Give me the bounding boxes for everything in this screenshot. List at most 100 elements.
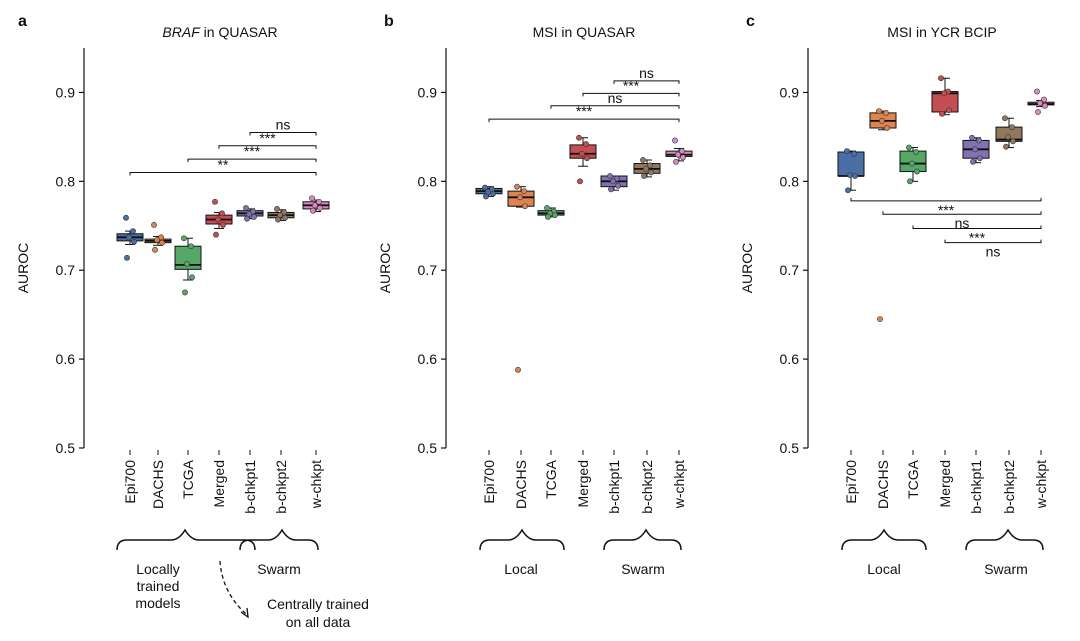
group-label-swarm-a: Swarm — [257, 561, 301, 577]
x-tick-label-a: DACHS — [150, 460, 166, 509]
data-point — [913, 149, 919, 155]
data-point — [552, 212, 558, 219]
data-point — [972, 146, 978, 153]
data-point — [243, 205, 249, 211]
data-point — [522, 203, 528, 210]
group-label-local-c: Local — [867, 561, 900, 577]
data-point — [182, 289, 188, 296]
panel-a-title-italic: BRAF — [162, 24, 201, 40]
central-arrow-head — [240, 607, 249, 619]
data-point — [123, 214, 129, 221]
box-c-epi700 — [837, 148, 865, 194]
data-point — [608, 186, 614, 193]
data-point — [521, 188, 527, 195]
group-label-local-a-2: trained — [137, 578, 180, 594]
data-point — [275, 216, 281, 223]
brace-local-a — [116, 528, 256, 551]
group-label-local-b: Local — [504, 561, 537, 577]
data-point — [610, 178, 616, 185]
brace-swarm-a — [239, 528, 319, 551]
data-point — [946, 107, 952, 114]
data-point — [188, 243, 194, 250]
data-point — [672, 137, 678, 144]
data-point — [845, 187, 851, 194]
central-arrow — [219, 560, 247, 615]
data-point — [482, 184, 488, 191]
data-point — [219, 210, 225, 217]
x-tick-label-b: Epi700 — [481, 460, 497, 504]
data-point — [515, 366, 521, 373]
data-point — [1034, 88, 1040, 95]
box-a-b-chkpt1 — [236, 205, 264, 222]
significance-label-c: ns — [986, 244, 1001, 260]
y-tick-label-b: 0.9 — [418, 84, 438, 100]
significance-label-b: *** — [576, 103, 593, 119]
x-tick-label-b: w-chkpt — [671, 460, 687, 509]
panel-letter-a: a — [18, 13, 27, 30]
data-point — [1002, 115, 1008, 122]
box-c-tcga — [899, 144, 927, 185]
data-point — [1005, 133, 1011, 140]
data-point — [250, 208, 256, 215]
data-point — [309, 195, 315, 202]
data-point — [607, 173, 613, 179]
x-tick-label-b: Merged — [575, 460, 591, 507]
data-point — [517, 194, 523, 201]
data-point — [680, 154, 686, 161]
y-tick-label-c: 0.6 — [780, 351, 800, 367]
x-tick-label-b: TCGA — [543, 459, 559, 499]
box-a-merged — [205, 198, 233, 238]
data-point — [909, 160, 915, 167]
group-label-local-a-3: models — [135, 595, 180, 611]
x-tick-label-b: b-chkpt2 — [639, 460, 655, 514]
data-point — [514, 183, 520, 190]
x-tick-label-c: b-chkpt2 — [1001, 460, 1017, 514]
x-tick-label-c: w-chkpt — [1033, 460, 1049, 509]
x-tick-label-a: b-chkpt1 — [242, 460, 258, 514]
data-point — [154, 237, 160, 243]
data-point — [1035, 109, 1041, 115]
significance-bracket-b — [550, 105, 680, 109]
data-point — [152, 246, 158, 253]
brace-local-b — [479, 528, 565, 551]
data-point — [906, 144, 912, 151]
data-point — [312, 202, 318, 209]
y-tick-label-a: 0.9 — [56, 84, 76, 100]
significance-bracket-c — [882, 211, 1042, 215]
x-tick-label-c: DACHS — [875, 460, 891, 509]
data-point — [883, 109, 889, 116]
data-point — [583, 141, 589, 147]
brace-swarm-c — [965, 528, 1044, 551]
significance-bracket-a — [187, 158, 317, 163]
panel-letter-b: b — [384, 13, 394, 30]
data-point — [914, 168, 920, 175]
data-point — [126, 234, 132, 241]
box-a-b-chkpt2 — [267, 205, 295, 223]
y-tick-label-b: 0.8 — [418, 173, 438, 189]
data-point — [1009, 124, 1015, 131]
y-tick-label-c: 0.5 — [780, 440, 800, 456]
data-point — [884, 125, 890, 131]
box-b-epi700 — [475, 184, 503, 200]
data-point — [1041, 96, 1047, 103]
data-point — [673, 158, 679, 165]
data-point — [847, 172, 853, 179]
data-point — [316, 198, 322, 205]
data-point — [675, 151, 681, 158]
central-note-line-1: Centrally trained — [267, 596, 369, 612]
significance-bracket-a — [249, 131, 317, 136]
data-point — [852, 173, 858, 179]
data-point — [213, 231, 219, 238]
x-tick-label-c: b-chkpt1 — [968, 460, 984, 514]
data-point — [281, 209, 287, 216]
y-tick-label-b: 0.5 — [418, 440, 438, 456]
y-tick-label-b: 0.7 — [418, 262, 438, 278]
y-axis-label-a: AUROC — [15, 243, 31, 294]
x-tick-label-c: Epi700 — [843, 460, 859, 504]
data-point — [151, 221, 157, 228]
central-note-line-2: on all data — [286, 614, 351, 630]
data-point — [251, 213, 257, 220]
x-tick-label-a: Epi700 — [122, 460, 138, 504]
data-point — [544, 205, 550, 211]
